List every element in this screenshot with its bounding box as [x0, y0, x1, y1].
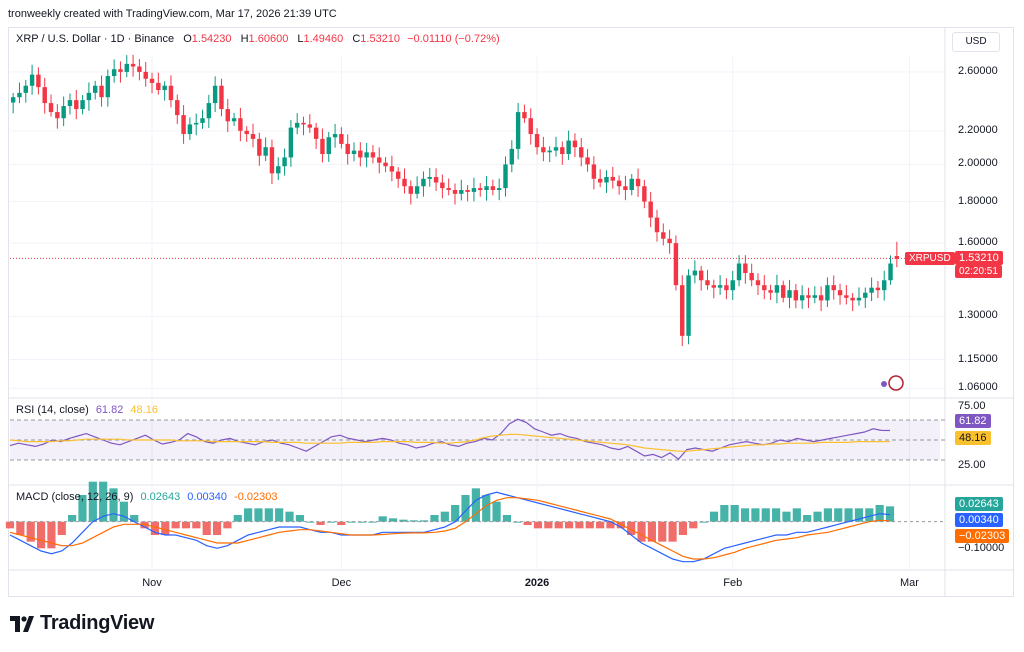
tradingview-logo: TradingView: [10, 612, 154, 635]
rsi-value: 61.82: [95, 404, 124, 416]
macd-line-tag: 0.00340: [955, 513, 1003, 527]
symbol-title[interactable]: XRP / U.S. Dollar · 1D · Binance: [16, 33, 175, 45]
change-value: −0.01110 (−0.72%): [407, 33, 500, 45]
symbol-tag: XRPUSD: [905, 252, 955, 265]
price-tick-label: 2.60000: [958, 64, 998, 77]
price-tick-label: 1.15000: [958, 352, 998, 365]
rsi-title[interactable]: RSI (14, close): [16, 404, 89, 416]
price-tick-label: 2.00000: [958, 157, 998, 170]
rsi-tick-low: 25.00: [958, 459, 986, 471]
rsi-ma-tag: 48.16: [955, 431, 991, 445]
open-label: O: [183, 33, 192, 45]
price-tick-label: 1.30000: [958, 309, 998, 322]
macd-hist-value: 0.02643: [140, 491, 181, 503]
macd-hist-tag: 0.02643: [955, 497, 1003, 511]
tradingview-icon: [10, 615, 34, 632]
currency-button[interactable]: USD: [952, 32, 1000, 52]
main-legend: XRP / U.S. Dollar · 1D · Binance O1.5423…: [16, 33, 500, 45]
countdown-tag: 02:20:51: [955, 265, 1002, 278]
rsi-value-tag: 61.82: [955, 414, 991, 428]
rsi-tick-high: 75.00: [958, 400, 986, 412]
logo-text: TradingView: [40, 612, 155, 634]
macd-signal-value: -0.02303: [234, 491, 278, 503]
price-tick-label: 1.80000: [958, 194, 998, 207]
price-tick-label: 2.20000: [958, 123, 998, 136]
price-tick-label: 1.06000: [958, 381, 998, 394]
high-value: 1.60600: [248, 33, 289, 45]
macd-line-value: 0.00340: [187, 491, 228, 503]
rsi-legend: RSI (14, close) 61.82 48.16: [16, 404, 158, 416]
low-label: L: [297, 33, 304, 45]
open-value: 1.54230: [191, 33, 232, 45]
low-value: 1.49460: [303, 33, 344, 45]
close-label: C: [352, 33, 361, 45]
high-label: H: [240, 33, 249, 45]
macd-legend: MACD (close, 12, 26, 9) 0.02643 0.00340 …: [16, 491, 278, 503]
macd-title[interactable]: MACD (close, 12, 26, 9): [16, 491, 134, 503]
chart-header: tronweekly created with TradingView.com,…: [8, 8, 337, 20]
macd-tick: −0.10000: [958, 542, 1005, 554]
price-tick-label: 1.60000: [958, 236, 998, 249]
chart-frame: [8, 27, 1014, 597]
macd-signal-tag: −0.02303: [955, 529, 1010, 543]
last-price-tag: 1.53210: [955, 251, 1003, 265]
close-value: 1.53210: [360, 33, 401, 45]
rsi-ma-value: 48.16: [130, 404, 158, 416]
